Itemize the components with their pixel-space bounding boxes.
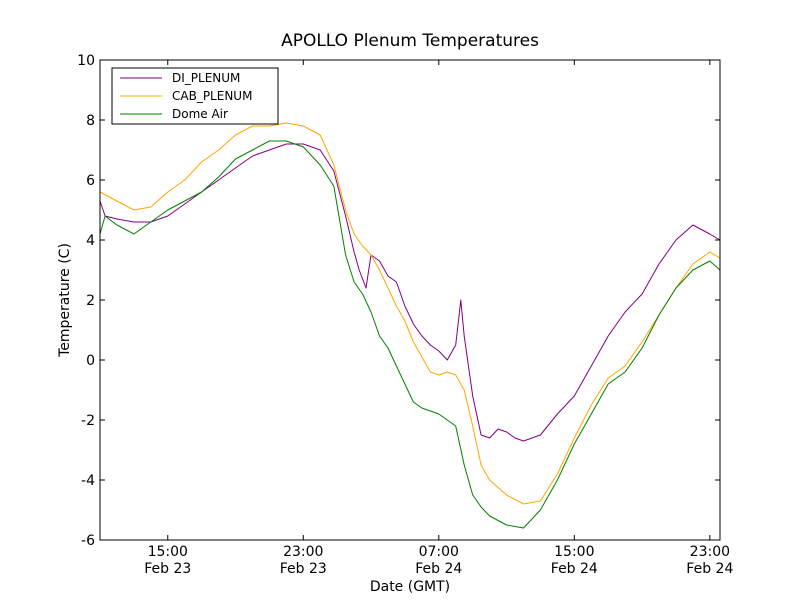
x-axis-label: Date (GMT) bbox=[370, 579, 450, 595]
legend-label-cab-plenum: CAB_PLENUM bbox=[172, 89, 252, 103]
y-tick-label: 10 bbox=[77, 53, 95, 69]
series-line-di-plenum bbox=[99, 143, 721, 442]
y-tick-label: 6 bbox=[86, 173, 95, 189]
x-tick-label-date: Feb 24 bbox=[551, 561, 598, 577]
x-tick-label-date: Feb 24 bbox=[686, 561, 733, 577]
y-tick-label: 4 bbox=[86, 233, 95, 249]
y-tick-label: 8 bbox=[86, 113, 95, 129]
legend-label-di-plenum: DI_PLENUM bbox=[172, 71, 240, 85]
x-tick-label-time: 15:00 bbox=[148, 544, 188, 560]
series-layer bbox=[99, 122, 721, 529]
x-tick-label-time: 23:00 bbox=[283, 544, 323, 560]
chart-title: APOLLO Plenum Temperatures bbox=[281, 31, 539, 51]
y-tick-label: 0 bbox=[86, 353, 95, 369]
x-tick-label-date: Feb 24 bbox=[415, 561, 462, 577]
x-tick-label-date: Feb 23 bbox=[280, 561, 327, 577]
legend-label-dome-air: Dome Air bbox=[172, 107, 228, 121]
x-tick-label-time: 07:00 bbox=[419, 544, 459, 560]
series-line-cab-plenum bbox=[99, 122, 721, 505]
y-tick-label: -6 bbox=[81, 533, 95, 549]
x-tick-label-time: 23:00 bbox=[690, 544, 730, 560]
series-line-dome-air bbox=[99, 140, 721, 529]
y-tick-label: -2 bbox=[81, 413, 95, 429]
y-tick-label: -4 bbox=[81, 473, 95, 489]
y-tick-label: 2 bbox=[86, 293, 95, 309]
x-tick-label-date: Feb 23 bbox=[144, 561, 191, 577]
legend: DI_PLENUM CAB_PLENUM Dome Air bbox=[111, 67, 279, 125]
y-axis-label: Temperature (C) bbox=[57, 243, 73, 358]
x-tick-label-time: 15:00 bbox=[554, 544, 594, 560]
